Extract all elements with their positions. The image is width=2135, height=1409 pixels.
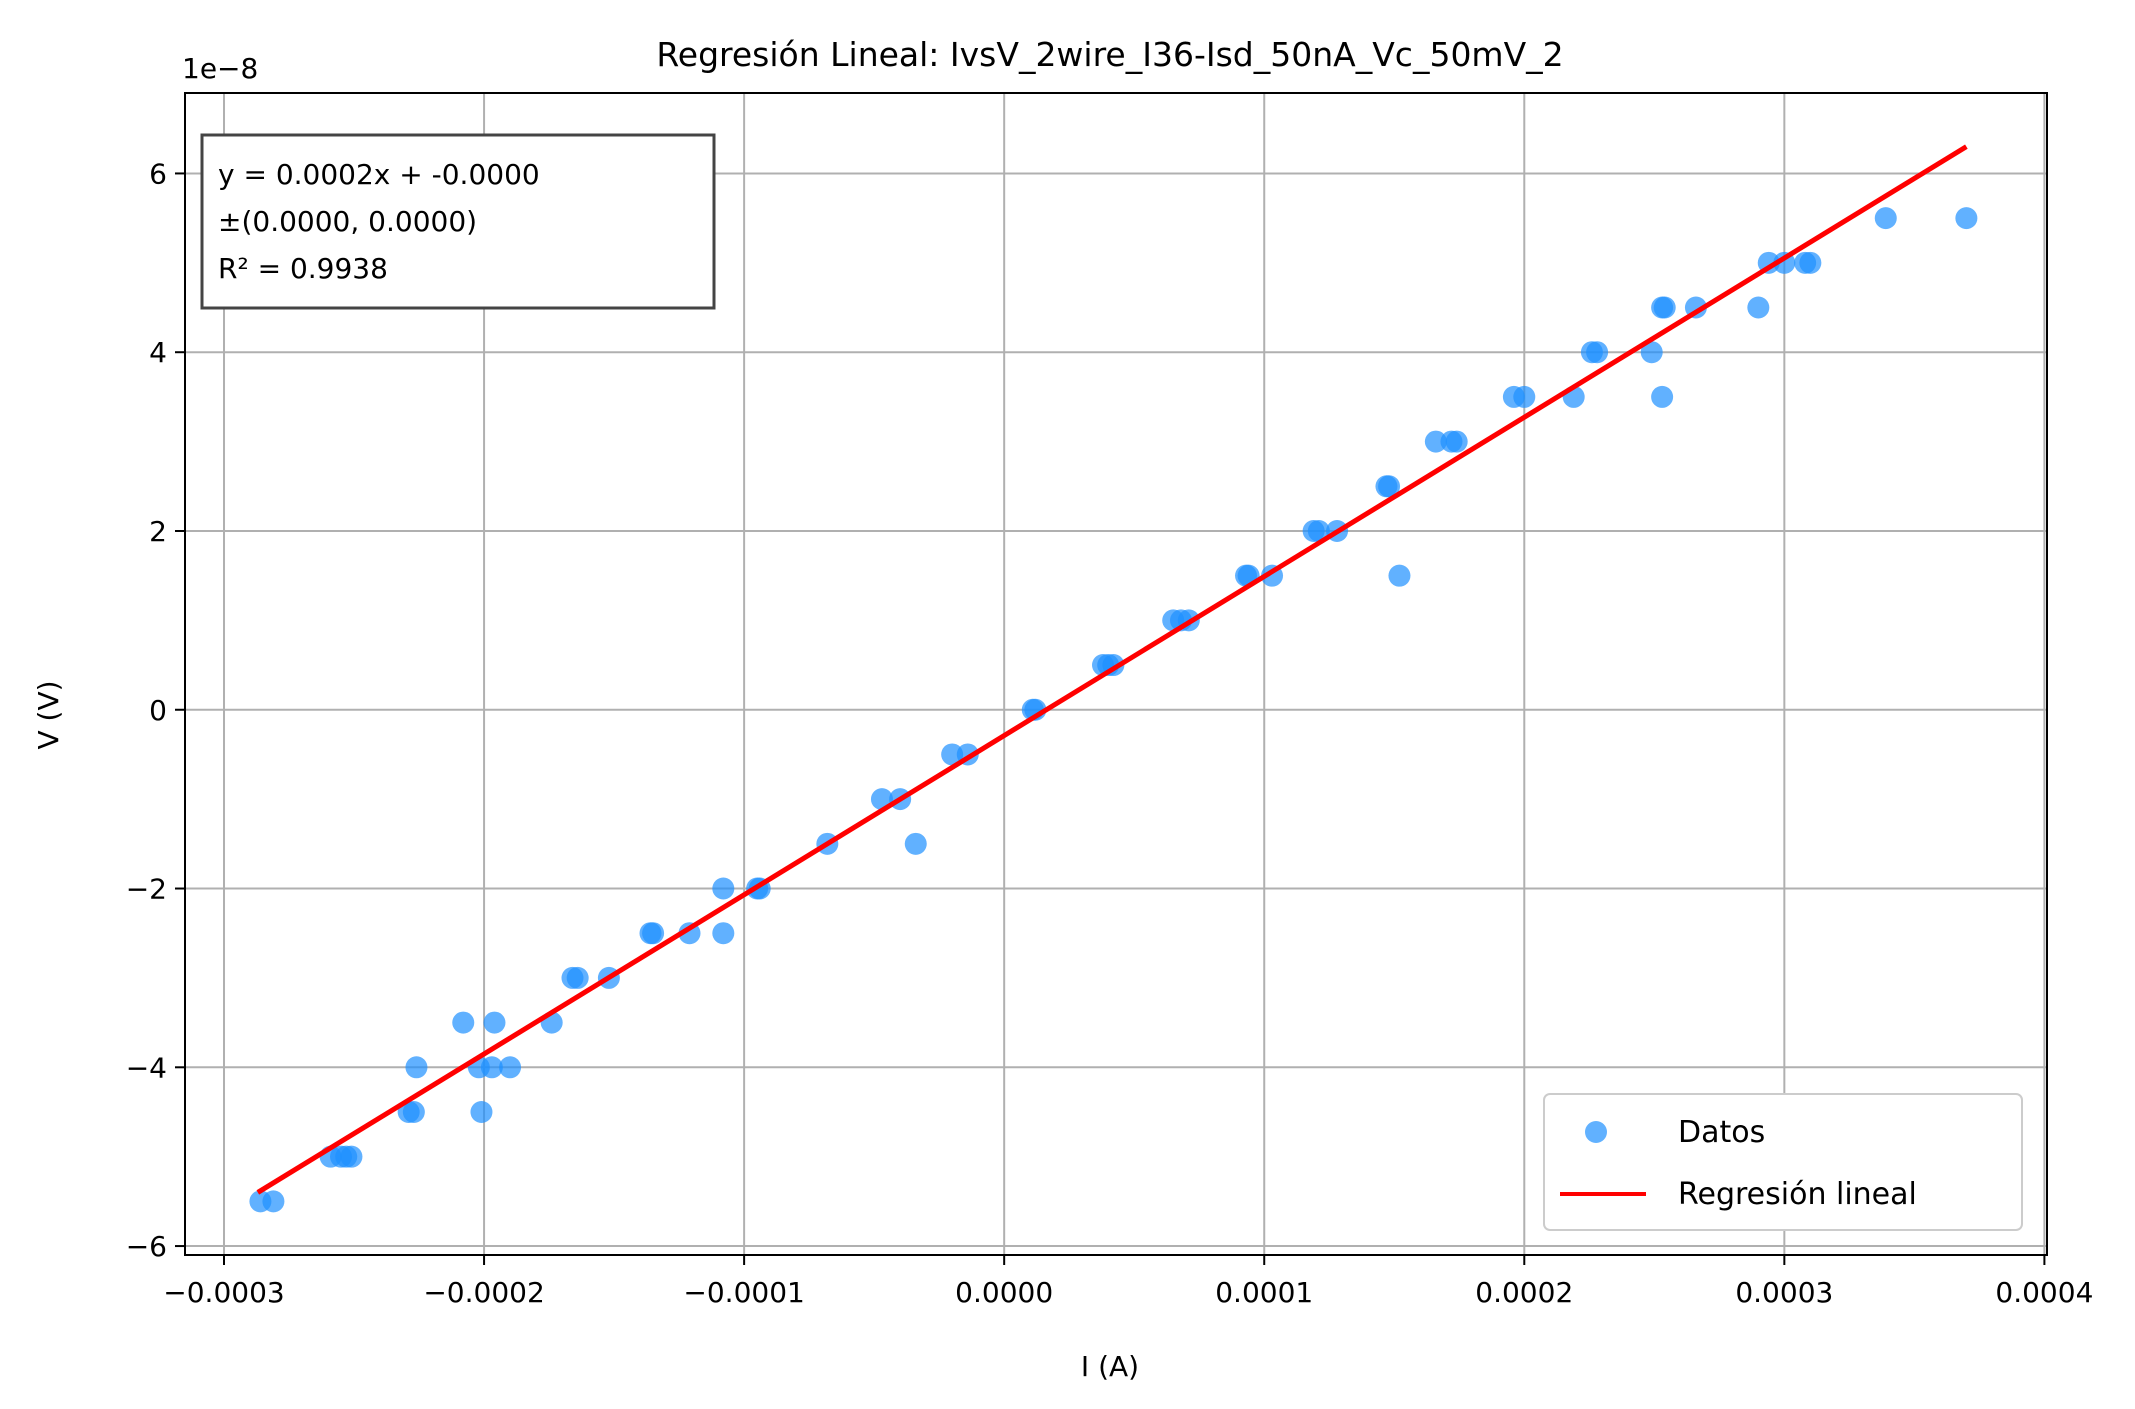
legend-label-datos: Datos (1678, 1115, 1765, 1150)
data-point (405, 1056, 428, 1079)
data-point (340, 1145, 363, 1168)
data-point (1799, 251, 1822, 274)
data-point (904, 832, 927, 855)
x-tick-label: −0.0002 (423, 1276, 544, 1309)
data-point (712, 922, 735, 945)
legend-box (1543, 1093, 2023, 1231)
data-point (480, 1056, 503, 1079)
y-tick-label: −2 (126, 873, 167, 906)
data-point (1513, 385, 1536, 408)
data-point (1640, 341, 1663, 364)
data-point (1747, 296, 1770, 319)
axis-ticks: −0.0003 −0.0002 −0.0001 0.0000 0.0001 0.0002 0… (126, 157, 2094, 1309)
x-tick-label: 0.0002 (1475, 1276, 1573, 1309)
data-point (941, 743, 964, 766)
y-tick-label: 4 (149, 336, 167, 369)
fit-uncertainty: ±(0.0000, 0.0000) (218, 205, 477, 238)
x-tick-label: 0.0004 (1995, 1276, 2093, 1309)
data-point (1874, 207, 1897, 230)
y-tick-label: −6 (126, 1230, 167, 1263)
x-axis-label: I (A) (1081, 1350, 1139, 1383)
grid (185, 93, 2047, 1255)
plot-frame (184, 92, 2048, 1256)
x-tick-label: 0.0003 (1735, 1276, 1833, 1309)
data-point (1388, 564, 1411, 587)
regression-line (256, 144, 1968, 1195)
fit-annotation-box (200, 133, 716, 310)
data-point (470, 1100, 493, 1123)
y-tick-label: 0 (149, 694, 167, 727)
data-point (1586, 341, 1609, 364)
data-point (499, 1056, 522, 1079)
y-axis-label: V (V) (32, 680, 65, 749)
x-tick-label: −0.0001 (683, 1276, 804, 1309)
x-tick-label: 0.0001 (1215, 1276, 1313, 1309)
legend-label-regresion: Regresión lineal (1678, 1177, 1917, 1212)
y-tick-label: −4 (126, 1051, 167, 1084)
data-point (452, 1011, 475, 1034)
y-tick-label: 6 (149, 157, 167, 190)
fit-equation: y = 0.0002x + -0.0000 (218, 158, 540, 191)
data-point (1651, 385, 1674, 408)
y-axis-offset-label: 1e−8 (182, 52, 258, 85)
fit-r-squared: R² = 0.9938 (218, 252, 388, 285)
data-point (712, 877, 735, 900)
y-tick-label: 2 (149, 515, 167, 548)
fit-annotation: y = 0.0002x + -0.0000 ±(0.0000, 0.0000) … (200, 133, 716, 310)
data-point (566, 966, 589, 989)
data-point (642, 922, 665, 945)
data-point (1307, 519, 1330, 542)
data-point (262, 1190, 285, 1213)
x-tick-label: 0.0000 (955, 1276, 1053, 1309)
data-point (402, 1100, 425, 1123)
data-point (1653, 296, 1676, 319)
data-point (1378, 475, 1401, 498)
legend: Datos Regresión lineal (1543, 1093, 2023, 1231)
chart-title: Regresión Lineal: IvsV_2wire_I36-Isd_50n… (656, 35, 1563, 74)
data-point (1955, 207, 1978, 230)
data-point (1445, 430, 1468, 453)
data-point (483, 1011, 506, 1034)
data-point (1424, 430, 1447, 453)
series-layer (249, 144, 1978, 1213)
legend-marker-datos (1585, 1121, 1607, 1143)
x-tick-label: −0.0003 (163, 1276, 284, 1309)
